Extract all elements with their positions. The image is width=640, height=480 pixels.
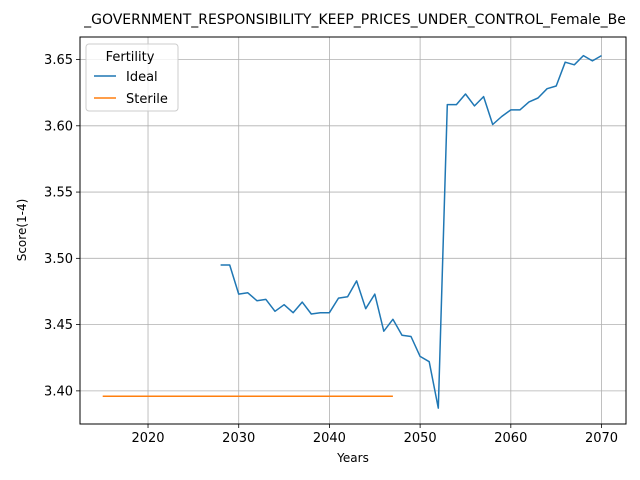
y-tick-label: 3.50: [44, 252, 73, 267]
y-tick-label: 3.40: [44, 384, 73, 399]
legend-label-sterile: Sterile: [126, 92, 168, 107]
x-tick-label: 2020: [131, 431, 164, 446]
y-axis: 3.40 3.45 3.50 3.55 3.60 3.65: [44, 53, 80, 399]
y-tick-label: 3.45: [44, 318, 73, 333]
y-tick-label: 3.65: [44, 53, 73, 68]
y-axis-label: Score(1-4): [15, 199, 29, 262]
series-layer: [102, 54, 602, 409]
legend-label-ideal: Ideal: [126, 70, 158, 85]
x-tick-label: 2030: [222, 431, 255, 446]
grid-layer: [80, 37, 626, 424]
x-tick-label: 2050: [404, 431, 437, 446]
chart-title: _GOVERNMENT_RESPONSIBILITY_KEEP_PRICES_U…: [83, 12, 626, 28]
x-tick-label: 2060: [494, 431, 527, 446]
series-line-ideal: [220, 54, 602, 409]
legend-box: [85, 43, 179, 112]
x-axis-label: Years: [336, 451, 369, 465]
x-axis: 2020 2030 2040 2050 2060 2070: [131, 424, 618, 446]
legend: Fertility Ideal Sterile: [85, 43, 179, 112]
y-tick-label: 3.55: [44, 186, 73, 201]
plot-area-frame: [79, 36, 627, 425]
x-tick-label: 2070: [585, 431, 618, 446]
legend-title: Fertility: [106, 50, 155, 65]
x-tick-label: 2040: [313, 431, 346, 446]
y-tick-label: 3.60: [44, 119, 73, 134]
